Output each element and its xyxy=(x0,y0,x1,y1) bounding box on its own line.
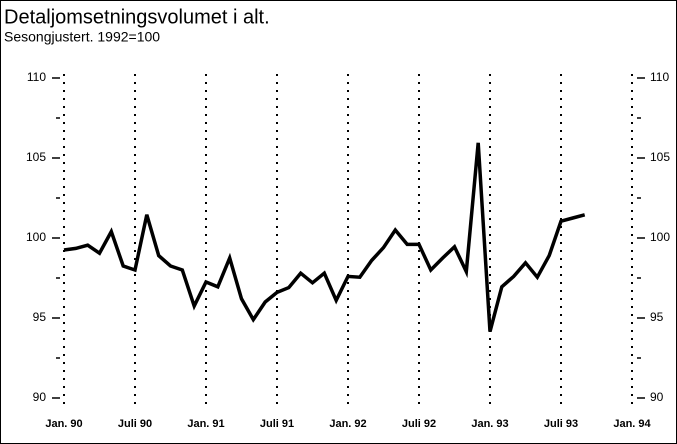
x-tick-label: Jan. 94 xyxy=(613,418,651,430)
y-tick-label: 90 xyxy=(33,390,47,404)
x-tick-label: Jan. 90 xyxy=(45,418,82,430)
x-tick-label: Juli 91 xyxy=(260,418,294,430)
x-tick-label: Juli 90 xyxy=(118,418,152,430)
y2-tick-label: 110 xyxy=(650,70,669,84)
y2-tick-label: 105 xyxy=(650,150,670,164)
x-tick-label: Juli 93 xyxy=(544,418,578,430)
chart-subtitle: Sesongjustert. 1992=100 xyxy=(4,29,160,45)
y-tick-label: 105 xyxy=(26,150,46,164)
y2-tick-label: 100 xyxy=(650,230,670,244)
x-tick-label: Juli 92 xyxy=(402,418,436,430)
y-tick-label: 100 xyxy=(26,230,46,244)
y2-tick-label: 90 xyxy=(650,390,664,404)
x-tick-label: Jan. 92 xyxy=(329,418,366,430)
x-tick-label: Jan. 93 xyxy=(471,418,508,430)
y2-tick-label: 95 xyxy=(650,310,664,324)
x-tick-label: Jan. 91 xyxy=(187,418,224,430)
y-tick-label: 95 xyxy=(33,310,47,324)
chart-title: Detaljomsetningsvolumet i alt. xyxy=(4,6,270,28)
y-tick-label: 110 xyxy=(27,70,46,84)
series-line xyxy=(63,142,586,333)
